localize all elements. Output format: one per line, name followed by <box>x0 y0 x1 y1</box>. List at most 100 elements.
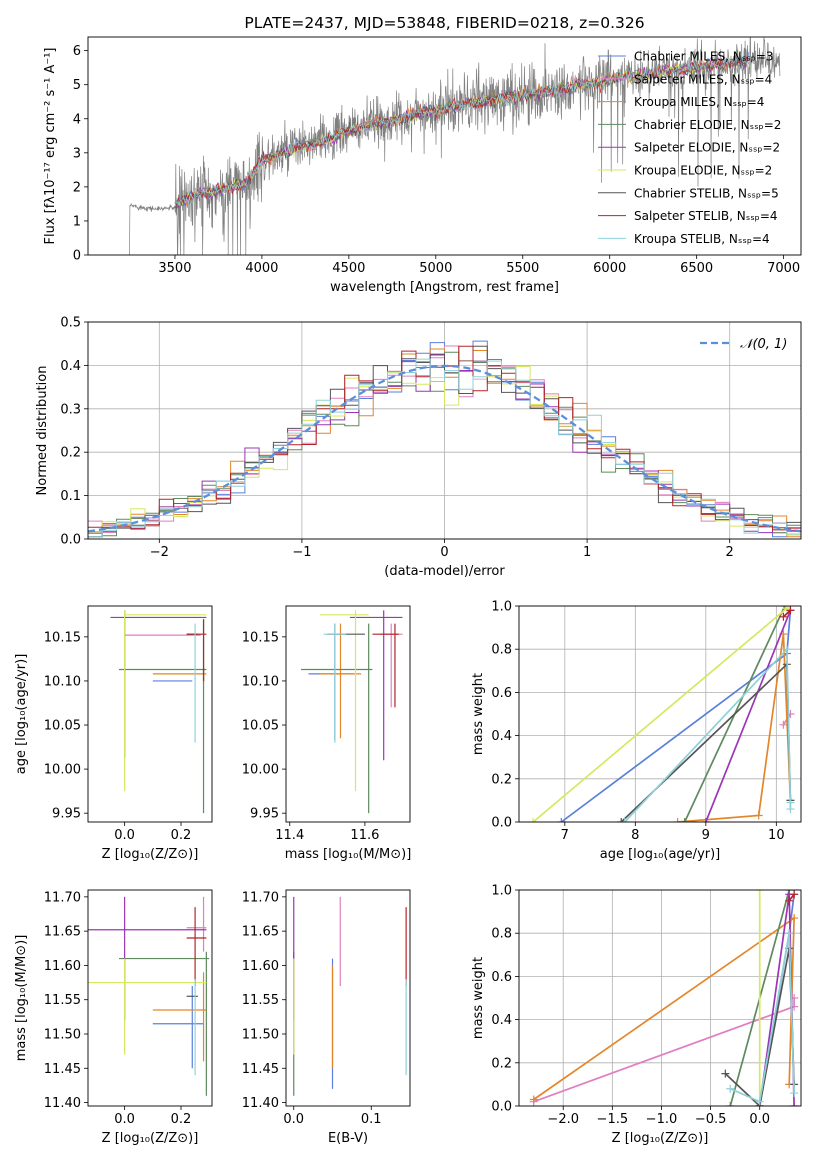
x-tick-label: 0.0 <box>283 1112 304 1127</box>
x-tick-label: 6500 <box>680 261 713 276</box>
y-tick-label: 0.6 <box>491 686 512 701</box>
point-marker <box>790 914 799 923</box>
x-tick-label: −2 <box>150 545 169 560</box>
plot-area <box>128 37 781 255</box>
y-tick-label: 0.0 <box>491 816 512 831</box>
x-tick-label: 7000 <box>767 261 800 276</box>
x-axis-label: Z [log₁₀(Z/Z⊙)] <box>612 1131 709 1146</box>
y-tick-label: 0.2 <box>491 772 512 787</box>
x-tick-label: 10 <box>768 828 785 843</box>
errorbar-kroupa-stelib <box>323 623 347 743</box>
y-tick-label: 2 <box>73 180 81 195</box>
y-axis-label: Flux [fλ10⁻¹⁷ erg cm⁻² s⁻¹ A⁻¹] <box>43 48 58 245</box>
plot-area <box>88 340 801 538</box>
y-tick-label: 11.55 <box>44 993 81 1008</box>
errorbar-chabrier-miles <box>152 986 204 1069</box>
y-tick-label: 0.0 <box>60 533 81 548</box>
x-tick-label: 0.2 <box>171 828 192 843</box>
y-axis-label: age [log₁₀(age/yr)] <box>14 654 29 775</box>
y-axis-label: mass weight <box>471 673 486 755</box>
y-tick-label: 10.10 <box>242 674 279 689</box>
series-chabrier-miles <box>560 610 792 822</box>
axes-age_vs_Z: 0.0 0.2 9.95 10.00 10.05 10.10 10.15 Z [log₁₀(Z… <box>14 605 213 862</box>
x-tick-label: −2.0 <box>547 1112 579 1127</box>
model-spectrum-kroupa-elodie <box>174 57 750 211</box>
axes-age_vs_mass: 11.4 11.6 9.95 10.00 10.05 10.10 10.15 mass [lo… <box>242 605 412 862</box>
x-axis-label: age [log₁₀(age/yr)] <box>600 847 721 862</box>
plot-area <box>293 896 407 1096</box>
y-tick-label: 0.0 <box>491 1100 512 1115</box>
point-marker <box>721 1069 730 1078</box>
point-marker <box>557 818 566 822</box>
plot-area <box>301 610 403 814</box>
errorbar-kroupa-miles <box>319 623 362 739</box>
point-marker <box>786 805 795 814</box>
axes-mass_vs_ebv: 0.0 0.1 11.40 11.45 11.50 11.55 11.60 11.65 11.7… <box>242 889 411 1146</box>
axes-frame <box>87 605 213 823</box>
plot-area <box>529 890 799 1106</box>
point-marker <box>786 606 795 615</box>
point-marker <box>680 818 689 822</box>
y-tick-label: 0 <box>73 249 81 264</box>
errorbar-chabrier-miles <box>308 623 354 741</box>
y-tick-label: 1 <box>73 214 81 229</box>
point-marker <box>790 1102 799 1106</box>
y-tick-label: 11.70 <box>44 890 81 905</box>
legend-label: Salpeter MILES, Nₛₛₚ=4 <box>634 72 772 86</box>
y-tick-label: 0.3 <box>60 402 81 417</box>
y-tick-label: 10.00 <box>44 763 81 778</box>
y-tick-label: 11.40 <box>44 1096 81 1111</box>
errorbar-salpeter-stelib <box>372 623 399 708</box>
legend: 𝒩(0, 1) <box>700 337 787 352</box>
errorbar-salpeter-elodie <box>349 610 403 761</box>
legend-label: 𝒩(0, 1) <box>740 337 787 352</box>
model-spectrum-kroupa-stelib <box>174 52 750 207</box>
y-axis-label: mass [log₁₀(M/M⊙)] <box>14 935 29 1062</box>
legend: Chabrier MILES, Nₛₛₚ=3 Salpeter MILES, Nₛ… <box>598 50 781 246</box>
y-tick-label: 11.60 <box>242 959 279 974</box>
axes-frame <box>285 889 411 1107</box>
y-tick-label: 11.60 <box>44 959 81 974</box>
y-tick-label: 10.15 <box>44 630 81 645</box>
y-tick-label: 5 <box>73 78 81 93</box>
y-tick-label: 0.1 <box>60 489 81 504</box>
legend-label: Salpeter STELIB, Nₛₛₚ=4 <box>634 209 778 223</box>
y-tick-label: 0.5 <box>60 316 81 331</box>
legend-label: Chabrier ELODIE, Nₛₛₚ=2 <box>634 118 781 132</box>
errorbar-chabrier-elodie <box>119 951 210 1096</box>
y-tick-label: 10.05 <box>242 719 279 734</box>
errorbar-chabrier-elodie <box>301 623 373 814</box>
x-tick-label: 3500 <box>158 261 191 276</box>
axes-mass_vs_Z: 0.0 0.2 11.40 11.45 11.50 11.55 11.60 11.65 11.7… <box>14 889 213 1146</box>
point-marker <box>790 890 799 899</box>
axes-massweight_vs_age: 7 8 9 10 0.0 0.2 0.4 0.6 0.8 1.0 age [log₁₀(age/yr… <box>471 600 802 862</box>
x-tick-label: −1.0 <box>646 1112 678 1127</box>
x-tick-label: 0.2 <box>171 1112 192 1127</box>
x-tick-label: 0.0 <box>749 1112 770 1127</box>
y-tick-label: 4 <box>73 112 81 127</box>
x-tick-label: 4000 <box>245 261 278 276</box>
y-axis-label: Normed distribution <box>35 366 50 496</box>
y-tick-label: 10.15 <box>242 630 279 645</box>
point-marker <box>726 1102 735 1106</box>
point-marker <box>755 1097 764 1106</box>
series-kroupa-elodie <box>532 607 788 822</box>
axes-massweight_vs_Z: −2.0 −1.5 −1.0 −0.5 0.0 0.0 0.2 0.4 0.6 0.8 1.0 Z [… <box>471 884 802 1146</box>
plot-area <box>88 896 210 1096</box>
x-tick-label: 0.0 <box>114 828 135 843</box>
series-salpeter-stelib <box>782 609 791 618</box>
x-tick-label: 11.4 <box>275 828 304 843</box>
point-marker <box>726 1084 735 1093</box>
x-axis-label: mass [log₁₀(M/M⊙)] <box>285 847 412 862</box>
model-spectrum-salpeter-stelib <box>174 56 750 208</box>
axes-frame <box>87 889 213 1107</box>
legend-label: Kroupa MILES, Nₛₛₚ=4 <box>634 95 764 109</box>
axes-frame <box>518 605 802 823</box>
point-marker <box>529 1095 538 1104</box>
y-tick-label: 11.50 <box>44 1028 81 1043</box>
x-axis-label: (data-model)/error <box>384 564 505 579</box>
x-tick-label: 11.6 <box>350 828 379 843</box>
y-tick-label: 6 <box>73 44 81 59</box>
y-tick-label: 3 <box>73 146 81 161</box>
y-tick-label: 11.65 <box>44 925 81 940</box>
